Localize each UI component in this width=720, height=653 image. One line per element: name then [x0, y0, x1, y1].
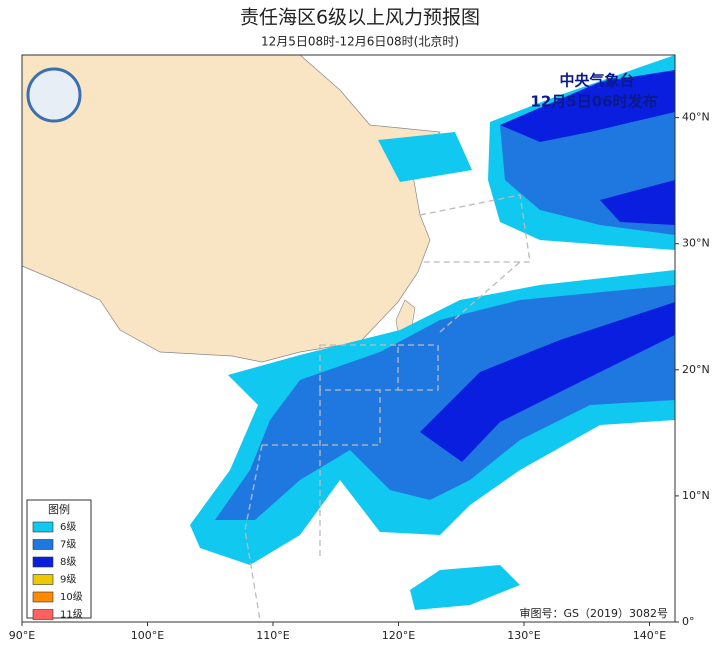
legend-label: 11级 [60, 609, 83, 621]
legend-label: 6级 [60, 521, 76, 533]
map-area: 中央气象台 12月5日06时发布 审图号：GS（2019）3082号 [21, 54, 676, 623]
y-tick-label: 30°N [682, 237, 710, 250]
legend-swatch [32, 574, 54, 585]
x-tick-label: 140°E [633, 629, 666, 642]
axes: 90°E 100°E 110°E 120°E 130°E 140°E 0° 10°N 20°N 3… [9, 111, 710, 642]
subtitle: 12月5日08时-12月6日08时(北京时) [261, 35, 459, 49]
title: 责任海区6级以上风力预报图 [240, 7, 480, 29]
x-tick-label: 130°E [507, 629, 540, 642]
legend-label: 9级 [60, 574, 76, 586]
legend-label: 10级 [60, 591, 83, 603]
y-tick-label: 20°N [682, 363, 710, 376]
y-tick-label: 0° [682, 615, 695, 628]
legend-swatch [32, 556, 54, 568]
legend-label: 7级 [60, 539, 76, 551]
legend-title: 图例 [48, 502, 70, 516]
wind-8 [420, 70, 675, 462]
legend: 图例 6级 7级 8级 9级 10级 11级 [26, 499, 92, 621]
y-tick-label: 40°N [682, 111, 710, 124]
approval-number: 审图号：GS（2019）3082号 [520, 606, 669, 620]
legend-swatch [32, 591, 54, 603]
logo [26, 67, 82, 123]
legend-swatch [32, 609, 54, 620]
legend-swatch [32, 539, 54, 550]
y-tick-label: 10°N [682, 489, 710, 502]
legend-label: 8级 [60, 556, 76, 568]
legend-swatch [32, 521, 54, 533]
x-tick-label: 110°E [256, 629, 289, 642]
land-china [21, 54, 441, 363]
issuer-time: 12月5日06时发布 [530, 93, 657, 111]
issuer-name: 中央气象台 [559, 72, 634, 90]
x-tick-label: 90°E [9, 629, 35, 642]
x-tick-label: 120°E [382, 629, 415, 642]
sea-zones [244, 194, 531, 621]
map-frame [21, 54, 676, 623]
x-tick-label: 100°E [131, 629, 164, 642]
